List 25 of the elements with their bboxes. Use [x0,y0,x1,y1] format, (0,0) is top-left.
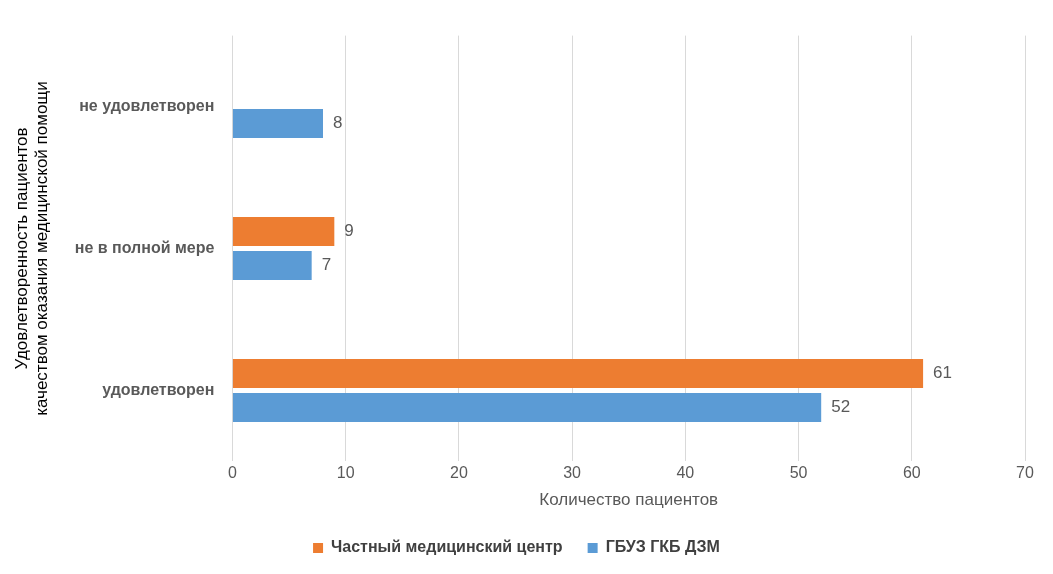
x-tick-label: 20 [449,464,468,482]
y-tick-label: удовлетворен [102,380,215,398]
bar [232,109,323,139]
x-tick-label: 30 [563,464,582,482]
data-label: 8 [333,113,343,133]
bar [232,216,335,246]
x-tick-label: 40 [676,464,695,482]
x-tick-label: 10 [336,464,355,482]
x-tick-label: 50 [789,464,808,482]
y-tick-label: не в полной мере [74,238,215,256]
x-tick-label: 70 [1016,464,1034,482]
y-tick-label: не удовлетворен [79,96,215,114]
x-axis-title: Количество пациентов [539,490,719,510]
bar [232,358,924,388]
x-tick-label: 0 [227,464,237,482]
legend-label: ГБУЗ ГКБ ДЗМ [605,538,720,556]
bar [232,392,822,422]
legend-label: Частный медицинский центр [331,538,563,556]
x-tick-label: 60 [902,464,921,482]
bar [232,251,312,281]
data-label: 61 [933,363,953,383]
data-label: 7 [321,255,332,275]
data-label: 9 [344,221,354,241]
y-axis-title: Удовлетворенность пациентов качеством оказания медицинской помощи [11,81,52,416]
data-label: 52 [831,397,851,417]
